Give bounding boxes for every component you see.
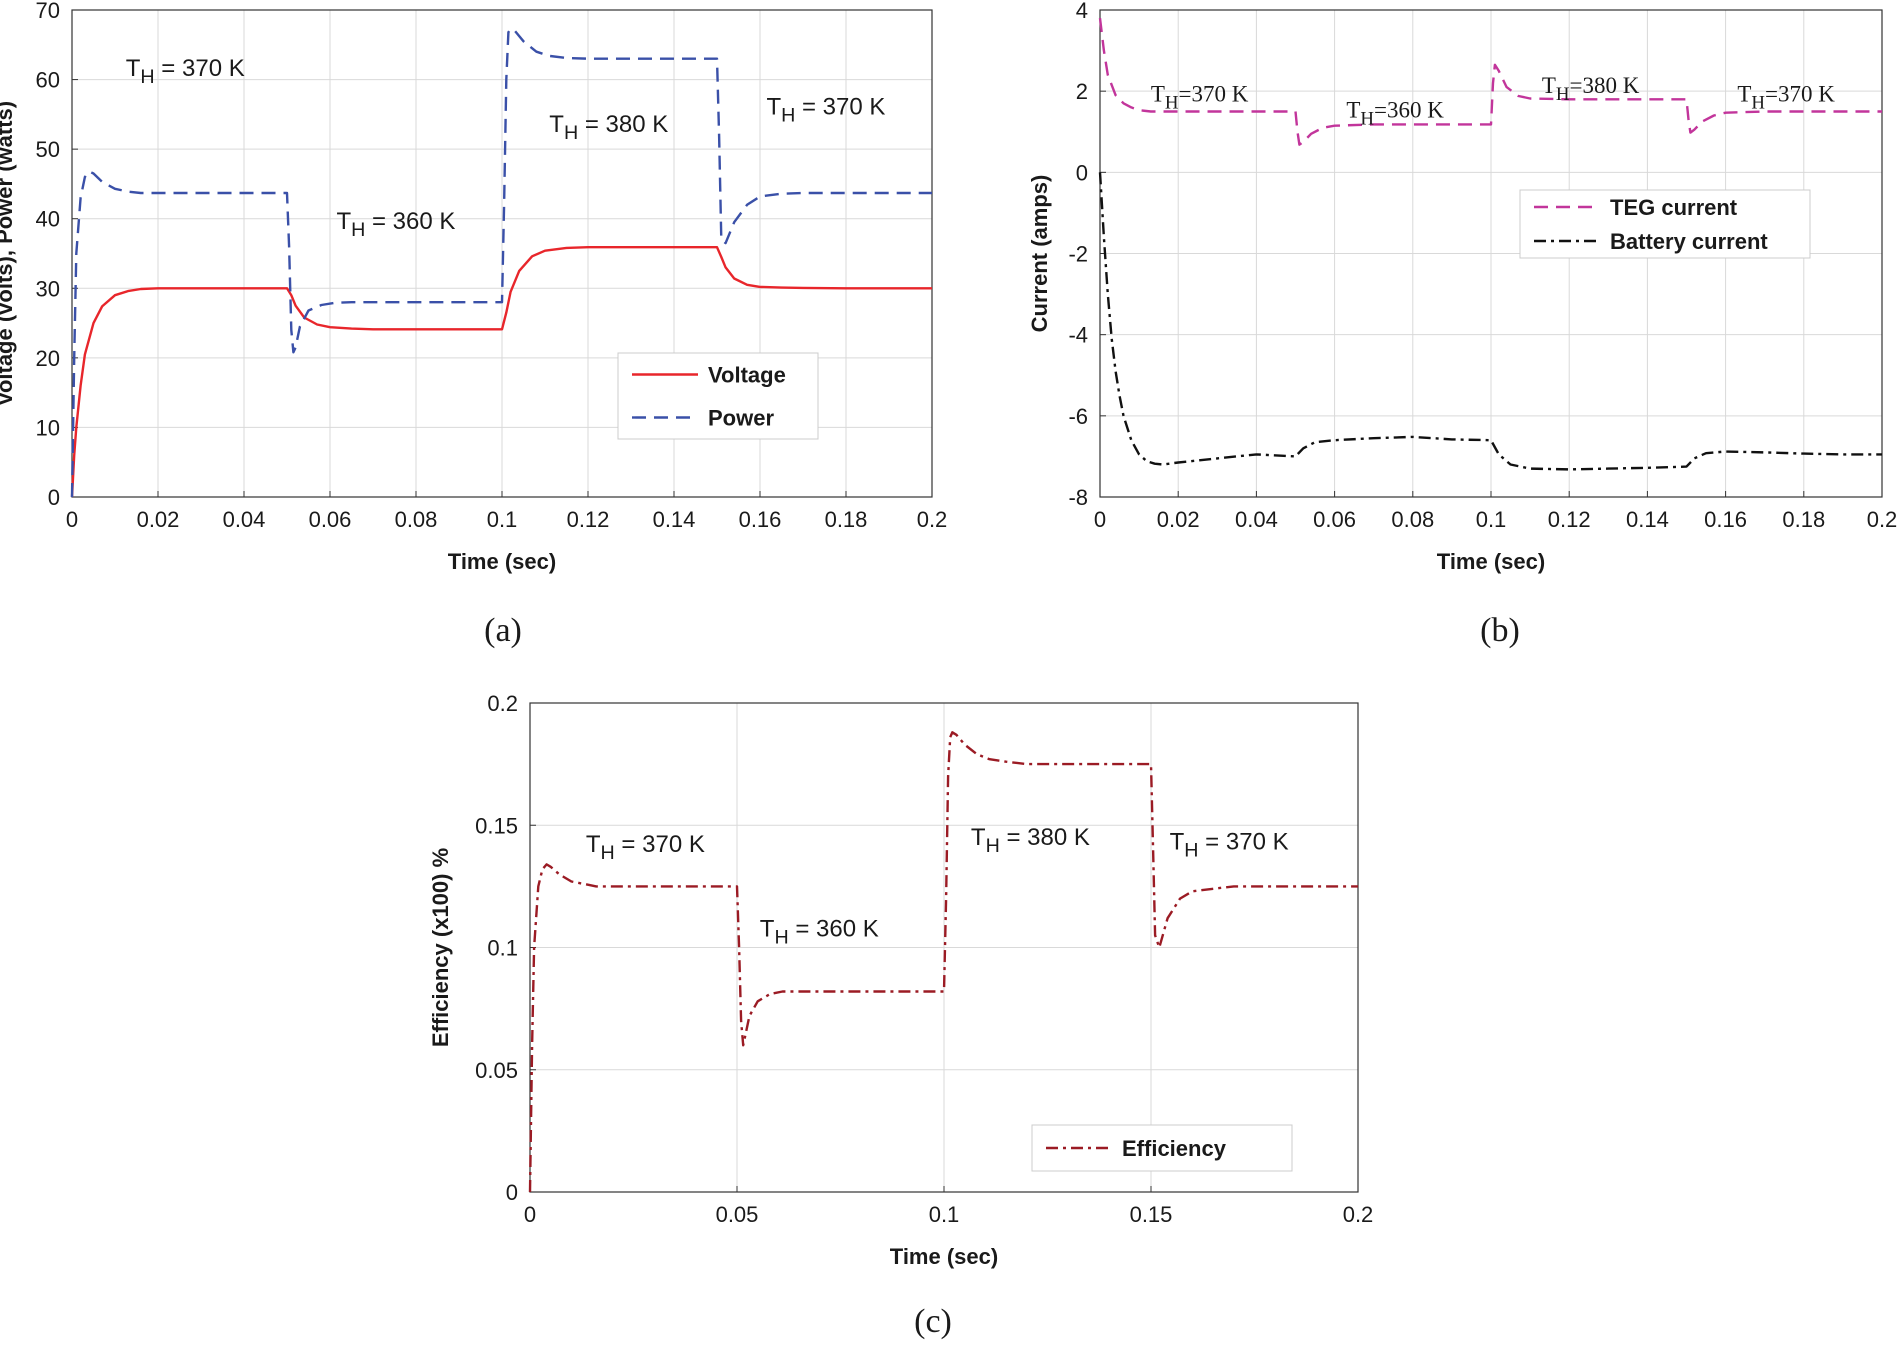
y-tick-label: 10 [36, 415, 60, 440]
x-tick-label: 0 [1094, 507, 1106, 532]
caption-c: (c) [914, 1303, 952, 1340]
legend-label: Voltage [708, 363, 786, 388]
y-tick-label: 60 [36, 68, 60, 93]
temperature-annotation: TH = 370 K [586, 831, 705, 864]
temperature-annotation: TH = 380 K [549, 111, 668, 144]
y-tick-label: 0.05 [475, 1058, 518, 1083]
x-tick-label: 0.04 [223, 507, 266, 532]
x-tick-label: 0.2 [1343, 1202, 1374, 1227]
y-axis-label: Voltage (volts), Power (watts) [0, 101, 17, 406]
legend-box [1031, 1124, 1293, 1172]
x-tick-label: 0.2 [1867, 507, 1898, 532]
x-tick-label: 0.12 [567, 507, 610, 532]
temperature-annotation: TH = 370 K [1170, 829, 1289, 862]
caption-b: (b) [1480, 612, 1520, 649]
x-axis-label: Time (sec) [890, 1244, 998, 1269]
y-tick-label: 0 [506, 1180, 518, 1205]
x-tick-label: 0.02 [1157, 507, 1200, 532]
x-tick-label: 0.2 [917, 507, 948, 532]
y-axis-label: Efficiency (x100) % [428, 848, 453, 1047]
x-tick-label: 0.08 [1391, 507, 1434, 532]
x-tick-label: 0.15 [1130, 1202, 1173, 1227]
y-tick-label: 0.15 [475, 813, 518, 838]
x-axis-label: Time (sec) [1437, 549, 1545, 574]
x-axis-label: Time (sec) [448, 549, 556, 574]
y-tick-label: -2 [1068, 242, 1088, 267]
legend-box [617, 352, 819, 440]
temperature-annotation: TH = 360 K [336, 208, 455, 241]
legend-box [1519, 189, 1811, 259]
legend-label: TEG current [1610, 195, 1738, 220]
y-axis-label: Current (amps) [1027, 175, 1052, 333]
temperature-annotation: TH = 380 K [971, 824, 1090, 857]
temperature-annotation: TH = 370 K [126, 55, 245, 88]
y-tick-label: 0.2 [487, 691, 518, 716]
y-tick-label: 0 [1076, 160, 1088, 185]
y-tick-label: 2 [1076, 79, 1088, 104]
series-line-battery-current [1098, 172, 1882, 471]
y-tick-label: -4 [1068, 323, 1088, 348]
temperature-annotation: TH=380 K [1542, 73, 1640, 105]
x-tick-label: 0.14 [653, 507, 696, 532]
legend-label: Power [708, 406, 774, 431]
series-line-voltage [70, 246, 932, 498]
x-tick-label: 0.18 [825, 507, 868, 532]
x-tick-label: 0.08 [395, 507, 438, 532]
y-tick-label: 0.1 [487, 936, 518, 961]
y-tick-label: -6 [1068, 404, 1088, 429]
series-line-teg-current [1098, 17, 1882, 146]
x-tick-label: 0.16 [739, 507, 782, 532]
panel-a: 0 0.02 0.04 0.06 0.08 0.1 0.12 0.14 0.16 0.18 0.2 0… [0, 0, 947, 574]
x-tick-label: 0 [66, 507, 78, 532]
y-tick-label: 20 [36, 346, 60, 371]
y-tick-label: -8 [1068, 485, 1088, 510]
x-tick-label: 0.1 [487, 507, 518, 532]
temperature-annotation: TH=360 K [1346, 98, 1444, 130]
series-line-efficiency [528, 731, 1358, 1193]
temperature-annotation: TH = 370 K [766, 93, 885, 126]
x-tick-label: 0.1 [1476, 507, 1507, 532]
y-tick-label: 50 [36, 137, 60, 162]
x-tick-label: 0.16 [1704, 507, 1747, 532]
x-tick-label: 0.06 [309, 507, 352, 532]
temperature-annotation: TH=370 K [1737, 81, 1835, 113]
y-tick-label: 30 [36, 276, 60, 301]
x-tick-label: 0.06 [1313, 507, 1356, 532]
y-tick-label: 4 [1076, 0, 1088, 23]
x-tick-label: 0.02 [137, 507, 180, 532]
panel-b: 0 0.02 0.04 0.06 0.08 0.1 0.12 0.14 0.16 0.18 0.2 -… [1027, 0, 1897, 574]
x-tick-label: 0.05 [716, 1202, 759, 1227]
x-tick-label: 0.04 [1235, 507, 1278, 532]
x-tick-label: 0.12 [1548, 507, 1591, 532]
x-tick-label: 0.18 [1782, 507, 1825, 532]
legend-label: Battery current [1610, 229, 1768, 254]
y-tick-label: 40 [36, 207, 60, 232]
temperature-annotation: TH = 360 K [760, 915, 879, 948]
panel-c: 0 0.05 0.1 0.15 0.2 0 0.05 0.1 0.15 0.2 Time (sec)… [428, 691, 1373, 1269]
y-tick-label: 70 [36, 0, 60, 23]
temperature-annotation: TH=370 K [1151, 81, 1249, 113]
caption-a: (a) [484, 612, 522, 649]
x-tick-label: 0.1 [929, 1202, 960, 1227]
series-line-power [70, 27, 932, 498]
x-tick-label: 0.14 [1626, 507, 1669, 532]
legend-label: Efficiency [1122, 1136, 1227, 1161]
x-tick-label: 0 [524, 1202, 536, 1227]
y-tick-label: 0 [48, 485, 60, 510]
